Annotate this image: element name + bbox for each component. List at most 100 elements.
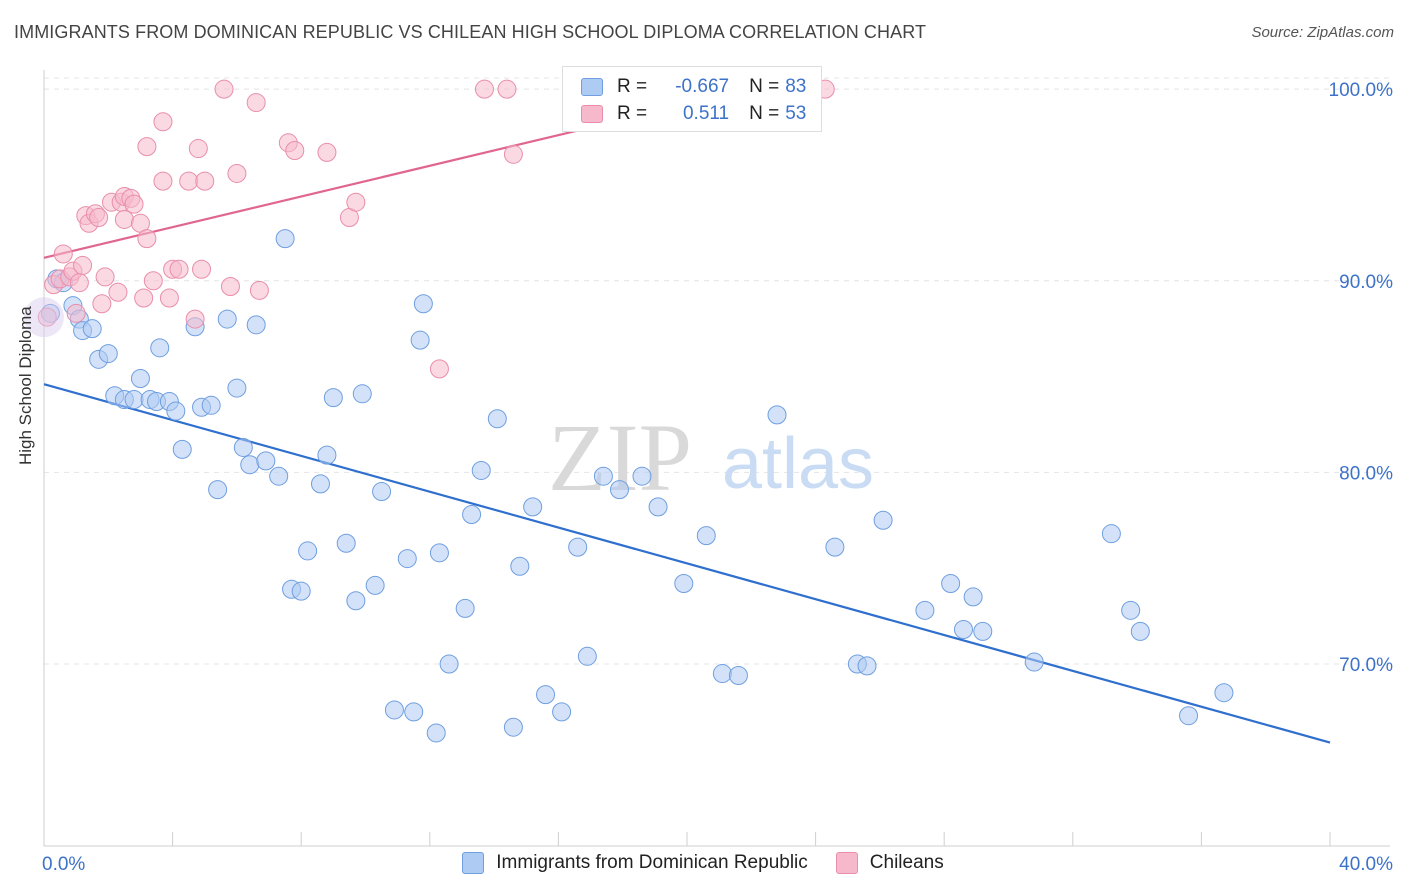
point-chilean — [246, 93, 266, 113]
point-chilean — [137, 229, 157, 249]
point-chilean — [66, 303, 86, 323]
point-dominican — [275, 229, 295, 249]
legend-swatch-blue — [581, 78, 603, 96]
point-dominican — [82, 319, 102, 339]
point-dominican — [523, 497, 543, 517]
point-dominican — [426, 723, 446, 743]
point-dominican — [172, 439, 192, 459]
point-chilean — [159, 288, 179, 308]
point-dominican — [413, 294, 433, 314]
point-dominican — [510, 556, 530, 576]
n-value-dominican: 83 — [785, 76, 807, 97]
point-dominican — [201, 395, 221, 415]
data-points — [24, 79, 1234, 743]
y-tick-label: 80.0% — [1339, 463, 1393, 484]
point-dominican — [150, 338, 170, 358]
point-dominican — [873, 510, 893, 530]
point-dominican — [404, 702, 424, 722]
point-chilean — [53, 244, 73, 264]
point-chilean — [134, 288, 154, 308]
point-dominican — [609, 480, 629, 500]
point-dominican — [1179, 706, 1199, 726]
point-dominican — [471, 460, 491, 480]
source-text: Source: ZipAtlas.com — [1251, 24, 1394, 41]
point-dominican — [1214, 683, 1234, 703]
point-chilean — [220, 277, 240, 297]
point-dominican — [712, 664, 732, 684]
point-chilean — [195, 171, 215, 191]
point-dominican — [1121, 600, 1141, 620]
point-chilean — [73, 255, 93, 275]
point-chilean — [185, 309, 205, 329]
watermark-atlas: atlas — [722, 424, 874, 504]
point-dominican — [857, 656, 877, 676]
series-legend: Immigrants from Dominican Republic Chile… — [0, 852, 1406, 874]
point-chilean — [137, 137, 157, 157]
point-dominican — [696, 526, 716, 546]
r-label: R = — [617, 76, 648, 97]
legend-row-chilean: R = 0.511 N = 53 — [581, 102, 806, 126]
point-dominican — [674, 574, 694, 594]
point-dominican — [365, 575, 385, 595]
point-chilean — [108, 282, 128, 302]
point-dominican — [227, 378, 247, 398]
point-dominican — [963, 587, 983, 607]
point-dominican — [462, 505, 482, 525]
point-chilean — [346, 192, 366, 212]
point-dominican — [503, 717, 523, 737]
point-dominican — [310, 474, 330, 494]
point-dominican — [124, 390, 144, 410]
n-label: N = — [749, 76, 780, 97]
point-dominican — [577, 646, 597, 666]
chart-title: IMMIGRANTS FROM DOMINICAN REPUBLIC VS CH… — [14, 22, 927, 42]
point-chilean — [153, 171, 173, 191]
point-chilean — [285, 140, 305, 160]
legend-row-dominican: R = -0.667 N = 83 — [581, 75, 806, 99]
point-chilean — [69, 273, 89, 293]
point-chilean — [179, 171, 199, 191]
legend-item-chileans: Chileans — [835, 852, 944, 874]
point-chilean — [214, 79, 234, 99]
point-chilean — [143, 271, 163, 291]
n-label: N = — [749, 103, 780, 124]
r-value-dominican: -0.667 — [675, 76, 730, 97]
point-dominican — [455, 598, 475, 618]
watermark: ZIP atlas — [548, 404, 874, 511]
point-chilean — [124, 194, 144, 214]
point-dominican — [410, 330, 430, 350]
r-value-chilean: 0.511 — [682, 103, 730, 124]
point-dominican — [552, 702, 572, 722]
point-chilean — [497, 79, 517, 99]
point-dominican — [298, 541, 318, 561]
point-dominican — [915, 600, 935, 620]
point-dominican — [323, 388, 343, 408]
point-dominican — [536, 685, 556, 705]
point-dominican — [1101, 524, 1121, 544]
point-dominican — [767, 405, 787, 425]
point-dominican — [1130, 621, 1150, 641]
y-axis-label: High School Diploma — [16, 306, 35, 465]
point-chilean — [188, 139, 208, 159]
point-dominican — [941, 574, 961, 594]
point-chilean — [474, 79, 494, 99]
trend-line-dominican — [43, 383, 1331, 744]
point-dominican — [246, 315, 266, 335]
point-chilean — [37, 307, 57, 327]
point-dominican — [568, 537, 588, 557]
point-dominican — [439, 654, 459, 674]
point-dominican — [130, 368, 150, 388]
x-tick-label-max: 40.0% — [1339, 854, 1393, 875]
point-dominican — [336, 533, 356, 553]
r-label: R = — [617, 103, 648, 124]
point-dominican — [346, 591, 366, 611]
point-chilean — [169, 259, 189, 279]
point-dominican — [384, 700, 404, 720]
point-dominican — [825, 537, 845, 557]
point-dominican — [217, 309, 237, 329]
point-chilean — [249, 280, 269, 300]
legend-item-dominican: Immigrants from Dominican Republic — [462, 852, 808, 874]
point-chilean — [227, 163, 247, 183]
x-tick-label-min: 0.0% — [42, 854, 85, 875]
point-dominican — [352, 384, 372, 404]
